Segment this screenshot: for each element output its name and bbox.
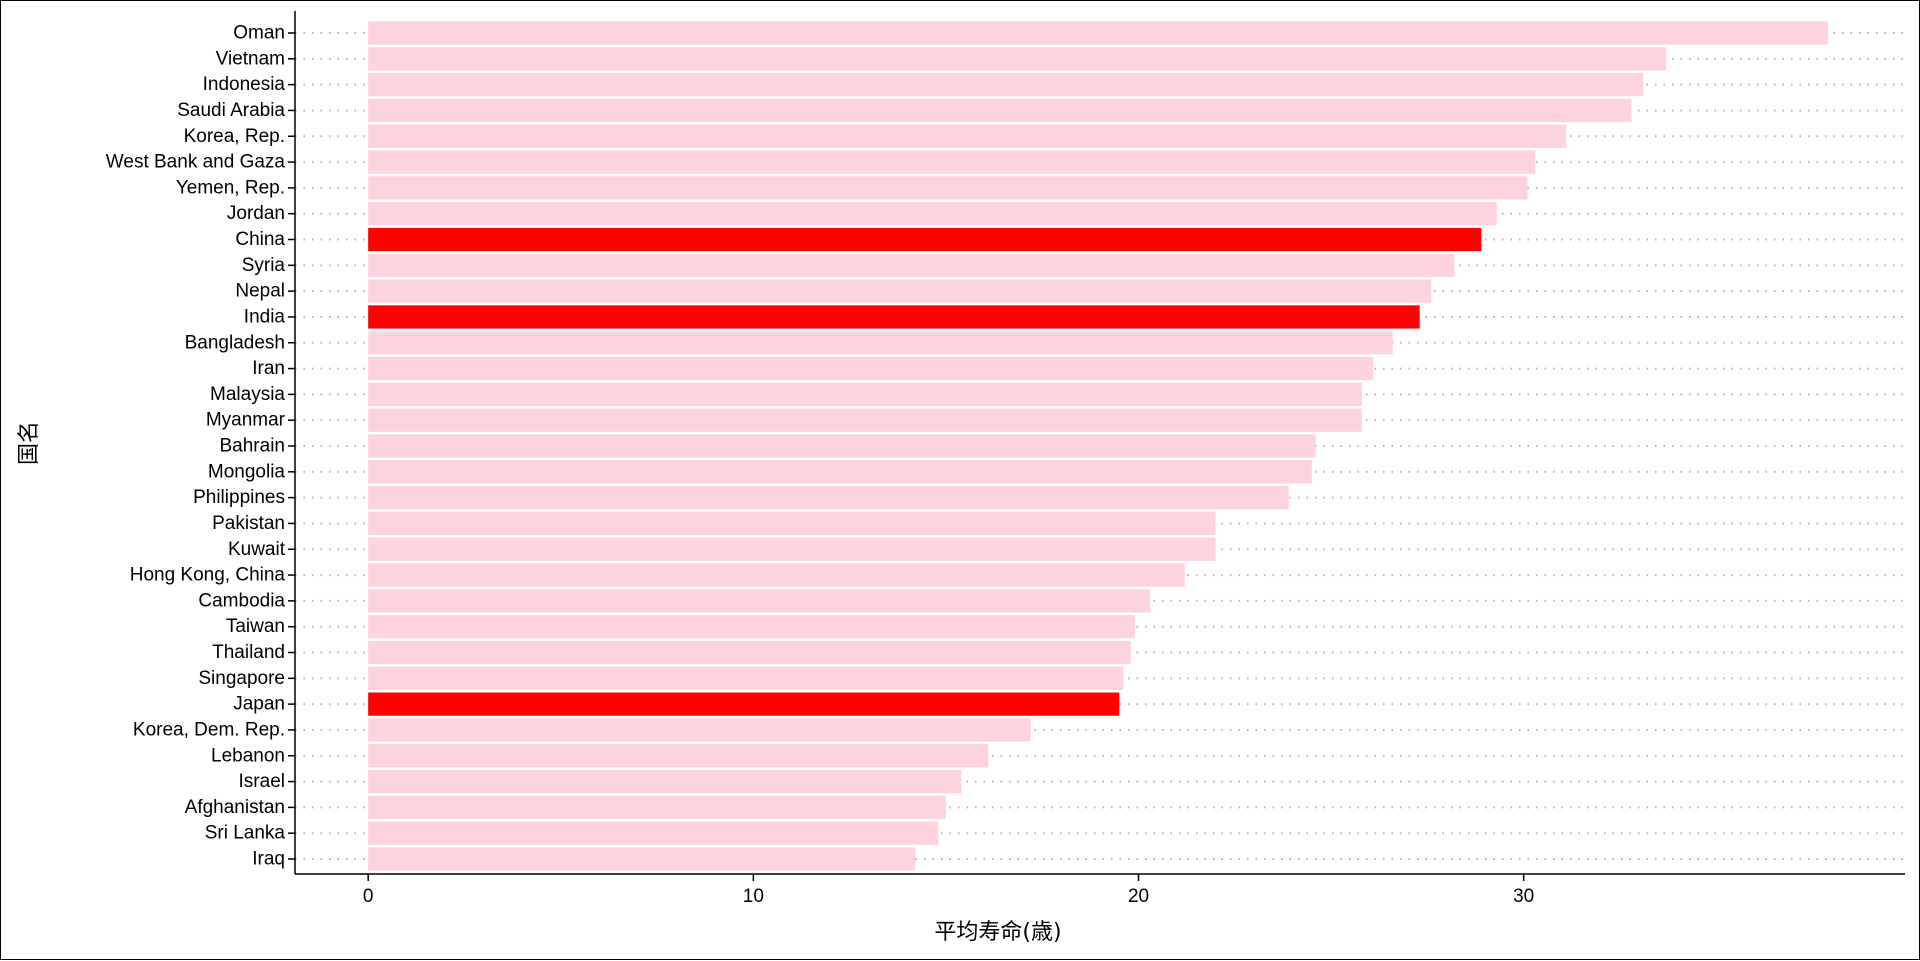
x-axis-title: 平均寿命(歳) [934,920,1061,945]
bar-oman [368,21,1828,45]
bar-india [368,305,1420,329]
bar-hong-kong-china [368,563,1185,587]
bar-lebanon [368,744,989,768]
y-tick-label-thailand: Thailand [212,642,285,663]
x-tick-label-30: 30 [1513,886,1534,907]
y-tick-label-pakistan: Pakistan [212,513,285,534]
y-tick-label-west-bank-and-gaza: West Bank and Gaza [106,152,286,173]
y-tick-label-vietnam: Vietnam [216,48,285,69]
x-tick-label-20: 20 [1128,886,1149,907]
bar-nepal [368,279,1432,303]
bar-philippines [368,486,1289,510]
y-tick-label-bangladesh: Bangladesh [185,332,285,353]
y-tick-label-korea-rep: Korea, Rep. [184,126,285,147]
bar-kuwait [368,537,1216,561]
y-tick-label-singapore: Singapore [198,668,285,689]
y-tick-label-sri-lanka: Sri Lanka [205,823,286,844]
bar-saudi-arabia [368,98,1632,123]
bar-iran [368,356,1374,381]
y-tick-label-bahrain: Bahrain [220,436,286,457]
y-tick-label-iran: Iran [252,358,285,379]
bar-bangladesh [368,331,1393,355]
bars [368,21,1828,871]
bar-israel [368,769,962,794]
bar-syria [368,253,1455,277]
bar-cambodia [368,589,1151,613]
bar-korea-dem-rep [368,718,1031,742]
y-tick-label-oman: Oman [233,23,285,44]
y-tick-label-lebanon: Lebanon [211,745,285,766]
bar-malaysia [368,382,1362,406]
bar-bahrain [368,434,1316,458]
bar-sri-lanka [368,821,939,845]
y-tick-labels: Oman Vietnam Indonesia Saudi Arabia Korea, R… [106,23,286,870]
y-tick-label-taiwan: Taiwan [226,616,285,637]
bar-pakistan [368,511,1216,536]
y-tick-label-malaysia: Malaysia [210,384,285,405]
y-tick-label-kuwait: Kuwait [228,539,286,560]
y-tick-label-china: China [235,229,285,250]
axes [288,11,1905,881]
x-tick-label-10: 10 [743,886,764,907]
y-tick-label-mongolia: Mongolia [208,461,286,482]
bar-japan [368,692,1120,716]
bar-yemen-rep [368,176,1528,200]
x-tick-label-0: 0 [363,886,374,907]
bar-indonesia [368,73,1644,97]
bar-korea-rep [368,124,1567,148]
y-tick-label-afghanistan: Afghanistan [185,797,285,818]
y-tick-label-israel: Israel [239,771,285,792]
bar-west-bank-and-gaza [368,150,1536,174]
bar-taiwan [368,615,1135,639]
y-tick-label-yemen-rep: Yemen, Rep. [176,177,285,198]
y-tick-label-japan: Japan [233,694,285,715]
y-tick-label-syria: Syria [242,255,286,276]
bar-china [368,227,1482,252]
y-tick-label-myanmar: Myanmar [206,410,286,431]
bar-iraq [368,847,916,871]
y-tick-label-cambodia: Cambodia [198,590,285,611]
y-tick-label-korea-dem-rep: Korea, Dem. Rep. [133,719,285,740]
bar-myanmar [368,408,1362,432]
bar-thailand [368,640,1131,665]
bar-jordan [368,202,1497,226]
bar-vietnam [368,47,1667,71]
y-tick-label-iraq: Iraq [252,849,285,870]
y-tick-label-philippines: Philippines [193,487,285,508]
bar-singapore [368,666,1124,690]
bar-mongolia [368,460,1312,484]
y-tick-label-indonesia: Indonesia [203,74,286,95]
y-tick-label-jordan: Jordan [227,203,285,224]
bar-afghanistan [368,795,946,819]
y-tick-label-india: India [244,306,286,327]
y-tick-label-saudi-arabia: Saudi Arabia [177,100,285,121]
x-tick-labels: 0 10 20 30 [363,886,1534,907]
y-tick-label-hong-kong-china: Hong Kong, China [130,565,286,586]
y-axis-title: 国名 [17,421,42,465]
y-tick-label-nepal: Nepal [235,281,285,302]
